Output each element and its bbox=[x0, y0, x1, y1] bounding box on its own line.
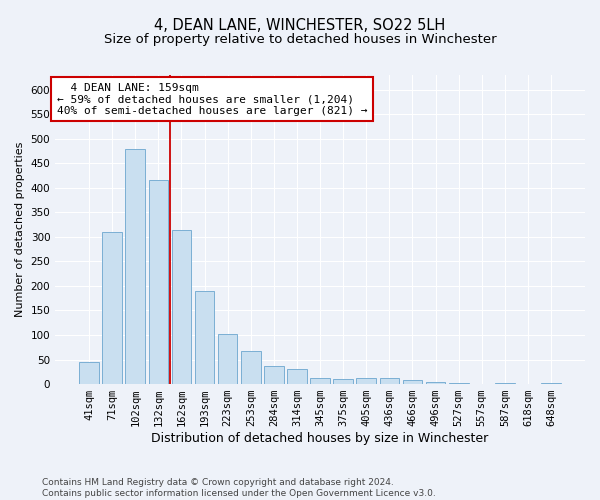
Bar bbox=[541, 382, 561, 384]
Bar bbox=[195, 291, 214, 384]
X-axis label: Distribution of detached houses by size in Winchester: Distribution of detached houses by size … bbox=[151, 432, 489, 445]
Bar bbox=[334, 379, 353, 384]
Text: 4, DEAN LANE, WINCHESTER, SO22 5LH: 4, DEAN LANE, WINCHESTER, SO22 5LH bbox=[154, 18, 446, 32]
Bar bbox=[218, 334, 238, 384]
Bar bbox=[125, 148, 145, 384]
Bar bbox=[495, 382, 515, 384]
Bar bbox=[241, 350, 260, 384]
Y-axis label: Number of detached properties: Number of detached properties bbox=[15, 142, 25, 317]
Text: Contains HM Land Registry data © Crown copyright and database right 2024.
Contai: Contains HM Land Registry data © Crown c… bbox=[42, 478, 436, 498]
Bar bbox=[287, 370, 307, 384]
Bar bbox=[310, 378, 330, 384]
Bar bbox=[149, 180, 168, 384]
Bar bbox=[426, 382, 445, 384]
Text: 4 DEAN LANE: 159sqm
← 59% of detached houses are smaller (1,204)
40% of semi-det: 4 DEAN LANE: 159sqm ← 59% of detached ho… bbox=[57, 82, 367, 116]
Bar bbox=[449, 382, 469, 384]
Bar bbox=[356, 378, 376, 384]
Bar bbox=[103, 232, 122, 384]
Bar bbox=[264, 366, 284, 384]
Bar bbox=[172, 230, 191, 384]
Bar bbox=[403, 380, 422, 384]
Bar bbox=[380, 378, 399, 384]
Text: Size of property relative to detached houses in Winchester: Size of property relative to detached ho… bbox=[104, 32, 496, 46]
Bar bbox=[79, 362, 99, 384]
